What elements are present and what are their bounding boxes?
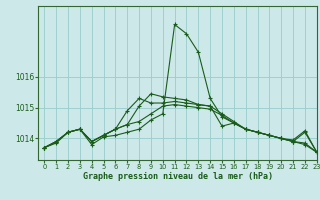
X-axis label: Graphe pression niveau de la mer (hPa): Graphe pression niveau de la mer (hPa) [83,172,273,181]
